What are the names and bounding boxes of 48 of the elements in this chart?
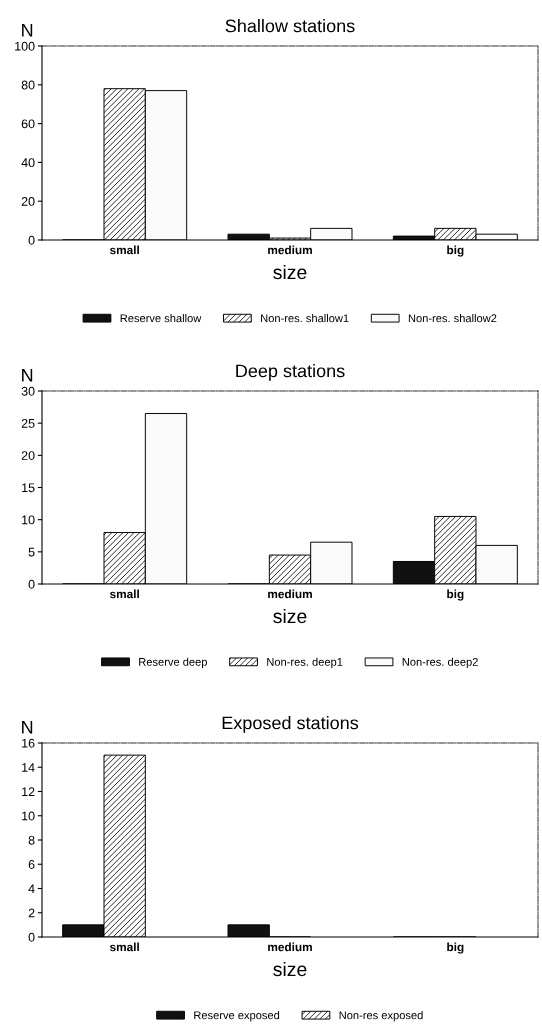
y-tick-label: 20 bbox=[21, 197, 35, 206]
x-tick-label: big bbox=[447, 942, 464, 954]
y-tick-label: 40 bbox=[21, 158, 35, 168]
y-tick-label: 15 bbox=[22, 483, 35, 493]
x-tick-label: medium bbox=[268, 942, 312, 952]
x-tick-label: big bbox=[447, 589, 464, 601]
x-tick-label: small bbox=[109, 589, 139, 599]
x-tick-label: medium bbox=[268, 245, 312, 255]
y-tick-label: 25 bbox=[21, 418, 35, 428]
x-axis-title: size bbox=[273, 264, 307, 280]
x-tick-label: small bbox=[109, 942, 139, 952]
legend-label: Reserve exposed bbox=[194, 1011, 280, 1022]
y-tick-label: 0 bbox=[28, 235, 35, 245]
legend-label: Reserve deep bbox=[139, 657, 207, 669]
y-axis-title: N bbox=[22, 369, 33, 382]
y-tick-label: 5 bbox=[28, 547, 35, 557]
y-axis-title: N bbox=[22, 24, 33, 37]
legend-label: Non-res exposed bbox=[339, 1011, 423, 1022]
legend-label: Non-res. deep2 bbox=[402, 657, 478, 669]
y-tick-label: 20 bbox=[21, 451, 35, 460]
y-tick-label: 10 bbox=[22, 515, 35, 525]
x-tick-label: medium bbox=[268, 589, 312, 599]
legend-label: Non-res. shallow1 bbox=[261, 314, 349, 323]
legend-label: Non-res. deep1 bbox=[267, 657, 343, 669]
chart-title: Exposed stations bbox=[222, 716, 359, 733]
y-tick-label: 10 bbox=[22, 811, 35, 821]
y-tick-label: 0 bbox=[28, 579, 35, 589]
y-tick-label: 12 bbox=[22, 787, 35, 797]
chart-title: Deep stations bbox=[236, 364, 345, 381]
x-axis-title: size bbox=[273, 961, 307, 977]
x-axis-title: size bbox=[273, 608, 307, 624]
y-tick-label: 14 bbox=[22, 763, 35, 772]
legend-label: Non-res. shallow2 bbox=[408, 314, 497, 323]
y-tick-label: 60 bbox=[21, 119, 35, 129]
chart-title: Shallow stations bbox=[225, 19, 355, 33]
y-tick-label: 4 bbox=[28, 884, 35, 894]
x-tick-label: big bbox=[447, 245, 464, 257]
y-tick-label: 100 bbox=[15, 41, 35, 51]
y-axis-title: N bbox=[22, 721, 33, 734]
y-tick-label: 2 bbox=[28, 908, 35, 918]
x-tick-label: small bbox=[109, 245, 139, 255]
y-tick-label: 16 bbox=[22, 738, 35, 748]
y-tick-label: 6 bbox=[28, 860, 35, 869]
legend-label: Reserve shallow bbox=[120, 314, 202, 323]
y-tick-label: 30 bbox=[21, 386, 35, 396]
y-tick-label: 0 bbox=[28, 932, 35, 942]
y-tick-label: 8 bbox=[28, 835, 35, 845]
y-tick-label: 80 bbox=[21, 80, 35, 90]
